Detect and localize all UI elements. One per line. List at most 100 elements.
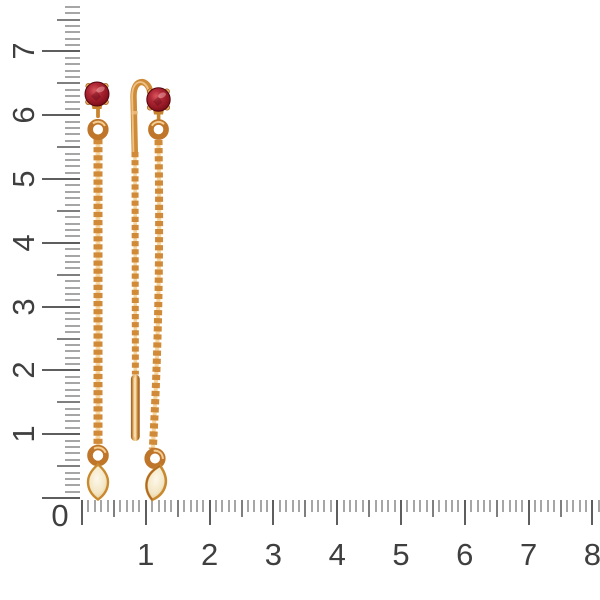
- horizontal-ruler-tick: [387, 500, 390, 512]
- horizontal-ruler-tick: [559, 500, 562, 517]
- horizontal-ruler-label: 7: [519, 537, 538, 572]
- vertical-ruler-tick: [65, 63, 80, 66]
- horizontal-ruler-tick: [489, 500, 492, 512]
- vertical-ruler-tick: [65, 69, 80, 72]
- horizontal-ruler-tick: [438, 500, 441, 512]
- horizontal-ruler-tick: [112, 500, 115, 517]
- horizontal-ruler-tick: [578, 500, 581, 512]
- vertical-ruler-tick: [65, 203, 80, 206]
- horizontal-ruler-tick: [342, 500, 345, 512]
- horizontal-ruler-tick: [534, 500, 536, 512]
- horizontal-ruler-tick: [151, 500, 154, 512]
- vertical-ruler-tick: [42, 178, 80, 180]
- left-stud: [84, 81, 110, 109]
- horizontal-ruler-tick: [553, 500, 556, 512]
- vertical-ruler-tick: [42, 241, 80, 244]
- horizontal-ruler-label: 4: [328, 537, 346, 572]
- vertical-ruler-tick: [65, 152, 80, 155]
- vertical-ruler-tick: [65, 75, 80, 78]
- vertical-ruler-tick: [65, 171, 80, 174]
- horizontal-ruler-tick: [297, 500, 300, 512]
- vertical-ruler-tick: [65, 388, 80, 391]
- vertical-ruler-tick: [42, 305, 80, 308]
- vertical-ruler-tick: [65, 158, 80, 161]
- horizontal-ruler-tick: [425, 500, 428, 512]
- vertical-ruler-tick: [65, 133, 80, 136]
- vertical-ruler-tick: [65, 394, 80, 397]
- left-red-stone: [84, 81, 110, 107]
- vertical-ruler-tick: [65, 24, 80, 27]
- horizontal-ruler-tick: [195, 500, 198, 512]
- vertical-ruler-tick: [65, 490, 80, 493]
- horizontal-ruler-tick: [208, 500, 211, 525]
- horizontal-ruler-tick: [138, 500, 141, 512]
- horizontal-ruler-tick: [336, 500, 339, 525]
- horizontal-ruler-tick: [93, 500, 96, 512]
- horizontal-ruler-tick: [163, 500, 166, 512]
- vertical-ruler-tick: [65, 452, 80, 455]
- vertical-ruler-tick: [65, 31, 80, 34]
- horizontal-ruler-tick: [215, 500, 217, 512]
- vertical-ruler-tick: [65, 12, 80, 15]
- horizontal-ruler-tick: [221, 500, 224, 512]
- horizontal-ruler-tick: [132, 500, 134, 512]
- horizontal-ruler-tick: [502, 500, 505, 512]
- horizontal-ruler-tick: [119, 500, 122, 512]
- horizontal-ruler-tick: [400, 500, 402, 525]
- vertical-ruler-tick: [42, 50, 80, 53]
- horizontal-ruler-tick: [81, 500, 83, 525]
- vertical-ruler-tick: [42, 497, 80, 499]
- vertical-ruler-tick: [65, 260, 80, 263]
- horizontal-ruler-tick: [246, 500, 249, 512]
- horizontal-ruler-tick: [355, 500, 358, 512]
- vertical-ruler-tick: [65, 280, 80, 283]
- horizontal-ruler-tick: [125, 500, 128, 512]
- vertical-ruler-tick: [65, 324, 80, 327]
- horizontal-ruler-tick: [540, 500, 543, 512]
- horizontal-ruler-tick: [310, 500, 313, 512]
- stone-highlight: [158, 92, 166, 99]
- right-marquise-drop: [145, 464, 168, 502]
- horizontal-ruler-tick: [189, 500, 192, 512]
- horizontal-ruler-label: 2: [200, 537, 219, 572]
- right-earring: [130, 78, 171, 502]
- horizontal-ruler-tick: [176, 500, 179, 517]
- horizontal-ruler-tick: [259, 500, 262, 512]
- horizontal-ruler-tick: [451, 500, 453, 512]
- vertical-ruler-tick: [57, 18, 80, 21]
- horizontal-ruler-tick: [183, 500, 186, 512]
- ruler-zero-label: 0: [51, 498, 69, 533]
- horizontal-ruler-tick: [393, 500, 396, 512]
- vertical-ruler-tick: [65, 120, 80, 123]
- stone-facet-shadow: [153, 96, 163, 106]
- right-chain: [148, 139, 164, 450]
- horizontal-ruler-tick: [597, 500, 600, 512]
- vertical-ruler-tick: [65, 426, 80, 429]
- horizontal-ruler-tick: [87, 500, 90, 512]
- stone-facet-shadow: [91, 91, 101, 101]
- horizontal-ruler-tick: [572, 500, 575, 512]
- vertical-ruler-tick: [65, 101, 80, 104]
- vertical-ruler-tick: [65, 458, 80, 461]
- horizontal-ruler-tick: [476, 500, 479, 512]
- horizontal-ruler-tick: [285, 500, 288, 512]
- vertical-ruler-tick: [65, 286, 80, 289]
- horizontal-ruler-tick: [368, 500, 371, 517]
- vertical-ruler-tick: [65, 382, 80, 385]
- vertical-ruler-tick: [65, 446, 80, 448]
- vertical-ruler-tick: [65, 56, 80, 59]
- horizontal-ruler-tick: [202, 500, 205, 512]
- vertical-ruler-tick: [65, 88, 80, 91]
- horizontal-ruler-tick: [482, 500, 485, 512]
- vertical-ruler-tick: [65, 139, 80, 142]
- vertical-ruler-tick: [42, 433, 80, 436]
- horizontal-ruler-tick: [234, 500, 237, 512]
- marquise-bezel-edge: [145, 465, 161, 501]
- vertical-ruler-tick: [65, 299, 80, 302]
- vertical-ruler-tick: [65, 318, 80, 321]
- horizontal-ruler-tick: [291, 500, 294, 512]
- left-earring: [84, 81, 110, 501]
- stone-highlight: [96, 86, 105, 93]
- horizontal-ruler-tick: [565, 500, 568, 512]
